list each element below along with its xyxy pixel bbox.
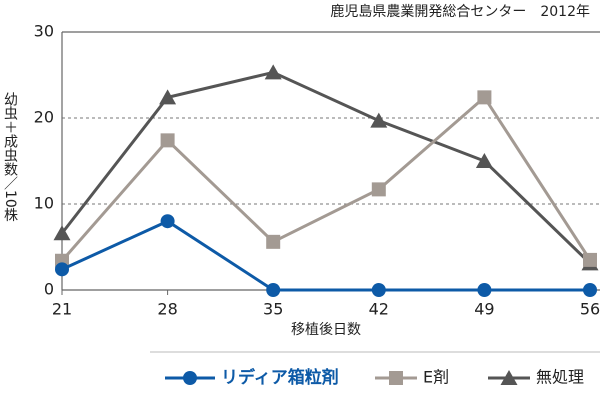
y-axis-label: 幼虫＋成虫数／10株 [2, 92, 18, 222]
data-point [266, 283, 281, 297]
legend-label: E剤 [423, 368, 449, 387]
y-tick-label: 0 [44, 280, 54, 299]
data-point [583, 252, 597, 267]
legend-label: リディア箱粒剤 [221, 367, 339, 388]
x-tick-label: 28 [157, 300, 177, 319]
data-point [371, 182, 386, 197]
x-axis-label: 移植後日数 [291, 322, 361, 338]
x-tick-label: 35 [263, 300, 283, 319]
data-point [160, 214, 175, 229]
data-point [160, 133, 175, 148]
y-tick-label: 30 [34, 22, 54, 41]
series-line [60, 70, 592, 265]
series-line [60, 95, 592, 262]
data-point [475, 153, 493, 168]
data-point [266, 234, 281, 249]
x-tick-label: 56 [580, 300, 600, 319]
y-tick-label: 10 [34, 194, 54, 213]
y-tick-label: 20 [34, 108, 54, 127]
chart-subtitle: 鹿児島県農業開発総合センター 2012年 [330, 3, 590, 20]
x-tick-label: 42 [369, 300, 389, 319]
data-point [53, 225, 71, 241]
series-line [61, 219, 590, 292]
data-point [583, 283, 597, 297]
data-point [477, 90, 492, 105]
legend-label: 無処理 [536, 368, 584, 387]
data-point [370, 112, 388, 128]
data-point [55, 262, 69, 277]
data-point [264, 64, 282, 80]
x-tick-label: 49 [474, 300, 494, 319]
data-point [159, 89, 177, 105]
legend-marker [389, 371, 403, 385]
x-tick-label: 21 [52, 300, 72, 319]
data-point [477, 283, 492, 297]
data-point [371, 283, 386, 297]
legend-marker [500, 370, 518, 385]
legend-marker [183, 371, 197, 385]
